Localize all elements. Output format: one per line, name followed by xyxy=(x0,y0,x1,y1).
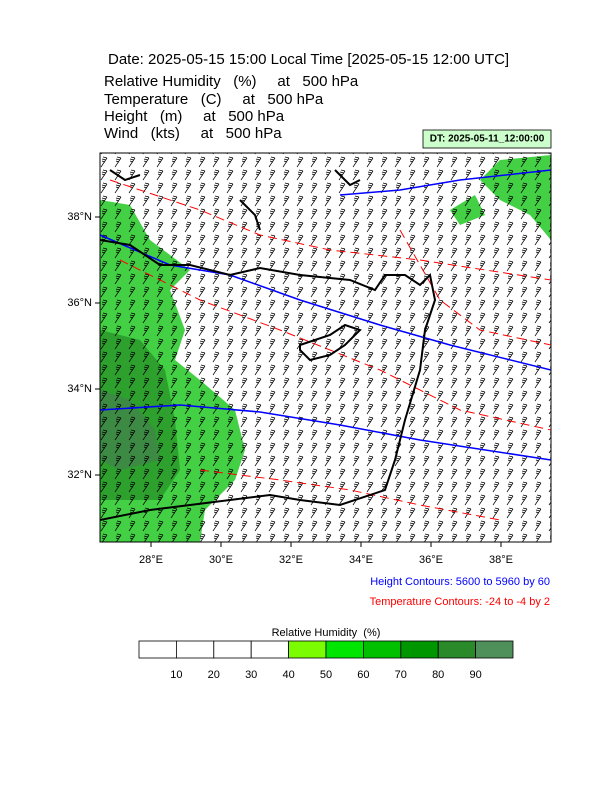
colorbar-box xyxy=(325,640,364,659)
temperature-contours xyxy=(109,179,551,521)
colorbar-label: 30 xyxy=(245,669,257,681)
lat-label: 32°N xyxy=(67,469,92,481)
lon-label: 32°E xyxy=(279,554,303,566)
map-frame xyxy=(99,152,552,543)
colorbar-label: 40 xyxy=(282,669,294,681)
dt-label: DT: 2025-05-11_12:00:00 xyxy=(430,134,545,145)
colorbar-label: 10 xyxy=(170,669,182,681)
wind-barbs xyxy=(100,153,551,542)
map-area xyxy=(100,153,551,542)
colorbar: 10 20 30 40 50 60 70 80 90 xyxy=(138,640,514,681)
colorbar-box xyxy=(362,640,402,659)
colorbar-label: 50 xyxy=(320,669,332,681)
lon-label: 28°E xyxy=(139,554,163,566)
coastline xyxy=(100,169,437,521)
temperature-legend: Temperature Contours: -24 to -4 by 2 xyxy=(370,596,550,608)
colorbar-box xyxy=(437,640,477,659)
lon-label: 34°E xyxy=(349,554,373,566)
lon-label: 30°E xyxy=(209,554,233,566)
map-ticks: 38°N 36°N 34°N 32°N 28°E 30°E 32°E 34°E 36°E 38°E xyxy=(67,211,513,566)
colorbar-label: 60 xyxy=(357,669,369,681)
subtitle: Wind (kts) at 500 hPa xyxy=(104,125,282,142)
lon-label: 38°E xyxy=(489,554,513,566)
dt-box xyxy=(422,129,552,149)
colorbar-box xyxy=(250,640,289,659)
subtitle: Temperature (C) at 500 hPa xyxy=(104,91,324,108)
colorbar-title: Relative Humidity (%) xyxy=(272,627,381,639)
colorbar-box xyxy=(138,640,177,659)
lat-label: 34°N xyxy=(67,383,92,395)
colorbar-label: 80 xyxy=(432,669,444,681)
subtitle: Relative Humidity (%) at 500 hPa xyxy=(104,73,359,90)
colorbar-box xyxy=(400,640,439,659)
colorbar-box xyxy=(175,640,215,659)
title: Date: 2025-05-15 15:00 Local Time [2025-… xyxy=(108,51,509,68)
height-legend: Height Contours: 5600 to 5960 by 60 xyxy=(370,576,550,588)
colorbar-box xyxy=(475,640,514,659)
colorbar-box xyxy=(288,640,327,659)
colorbar-box xyxy=(213,640,252,659)
lon-label: 36°E xyxy=(419,554,443,566)
colorbar-label: 20 xyxy=(208,669,220,681)
colorbar-label: 70 xyxy=(395,669,407,681)
lat-label: 38°N xyxy=(67,211,92,223)
subtitle: Height (m) at 500 hPa xyxy=(104,108,285,125)
colorbar-label: 90 xyxy=(469,669,481,681)
lat-label: 36°N xyxy=(67,297,92,309)
